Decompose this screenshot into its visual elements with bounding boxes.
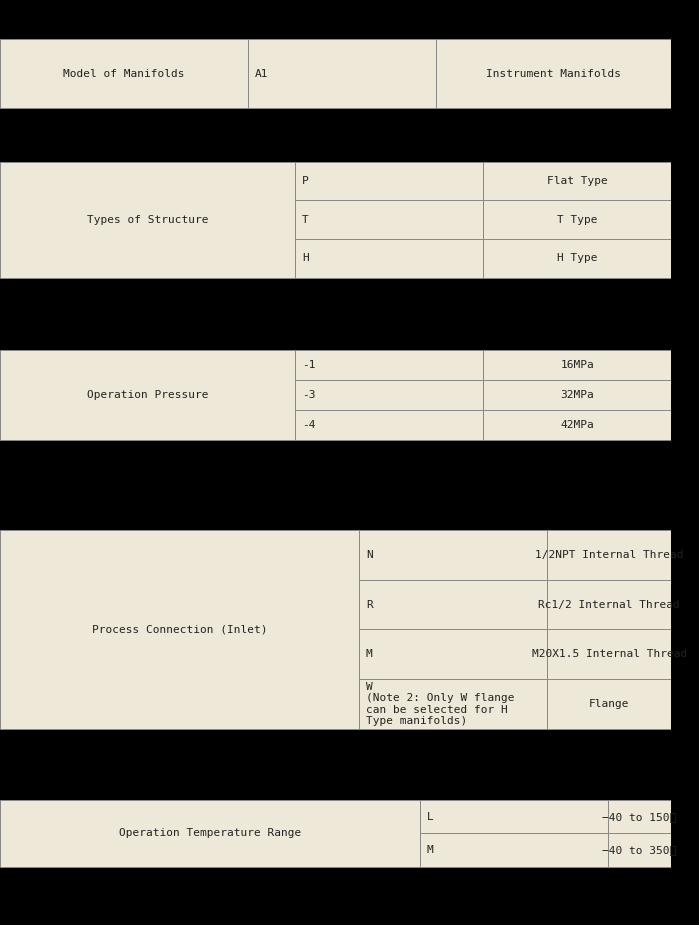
Bar (547, 679, 672, 729)
Bar (359, 629, 547, 679)
Bar (0, 495, 672, 524)
Text: -4: -4 (302, 420, 316, 430)
Text: 32MPa: 32MPa (561, 390, 594, 400)
Bar (296, 239, 484, 278)
Bar (296, 410, 484, 440)
Text: T: T (302, 215, 309, 225)
Bar (0, 800, 419, 867)
Bar (359, 530, 547, 580)
Text: N: N (366, 549, 373, 560)
Text: Flat Type: Flat Type (547, 176, 608, 186)
Bar (0, 162, 296, 278)
Bar (0, 530, 359, 729)
Text: 1/2NPT Internal Thread: 1/2NPT Internal Thread (535, 549, 684, 560)
Text: −40 to 150℃: −40 to 150℃ (603, 812, 677, 821)
Bar (419, 800, 607, 833)
Text: M: M (366, 649, 373, 660)
Bar (0, 39, 248, 108)
Bar (248, 39, 436, 108)
Text: L: L (426, 812, 433, 821)
Text: -1: -1 (302, 360, 316, 370)
Text: H: H (302, 253, 309, 264)
Bar (484, 162, 672, 201)
Text: Model of Manifolds: Model of Manifolds (64, 68, 185, 79)
Bar (296, 380, 484, 410)
Bar (0, 130, 672, 159)
Bar (359, 580, 547, 629)
Bar (296, 162, 484, 201)
Text: H Type: H Type (557, 253, 598, 264)
Bar (0, 766, 672, 796)
Text: -3: -3 (302, 390, 316, 400)
Text: Types of Structure: Types of Structure (87, 215, 208, 225)
Text: A1: A1 (255, 68, 268, 79)
Text: M: M (426, 845, 433, 855)
Text: Operation Temperature Range: Operation Temperature Range (119, 829, 301, 838)
Bar (484, 239, 672, 278)
Bar (484, 201, 672, 239)
Bar (547, 629, 672, 679)
Text: T Type: T Type (557, 215, 598, 225)
Text: 16MPa: 16MPa (561, 360, 594, 370)
Bar (359, 679, 547, 729)
Text: 42MPa: 42MPa (561, 420, 594, 430)
Bar (419, 833, 607, 867)
Text: Instrument Manifolds: Instrument Manifolds (487, 68, 621, 79)
Text: W
(Note 2: Only W flange
can be selected for H
Type manifolds): W (Note 2: Only W flange can be selected… (366, 682, 514, 726)
Bar (0, 319, 672, 349)
Bar (484, 380, 672, 410)
Text: −40 to 350℃: −40 to 350℃ (603, 845, 677, 855)
Bar (547, 580, 672, 629)
Text: Process Connection (Inlet): Process Connection (Inlet) (92, 624, 268, 635)
Text: Flange: Flange (589, 699, 630, 709)
Text: P: P (302, 176, 309, 186)
Bar (484, 410, 672, 440)
Text: M20X1.5 Internal Thread: M20X1.5 Internal Thread (532, 649, 687, 660)
Bar (296, 201, 484, 239)
Text: Rc1/2 Internal Thread: Rc1/2 Internal Thread (538, 599, 680, 610)
Text: R: R (366, 599, 373, 610)
Bar (607, 833, 672, 867)
Bar (296, 350, 484, 380)
Bar (607, 800, 672, 833)
Bar (484, 350, 672, 380)
Bar (547, 530, 672, 580)
Bar (436, 39, 672, 108)
Bar (0, 350, 296, 440)
Text: Operation Pressure: Operation Pressure (87, 390, 208, 400)
